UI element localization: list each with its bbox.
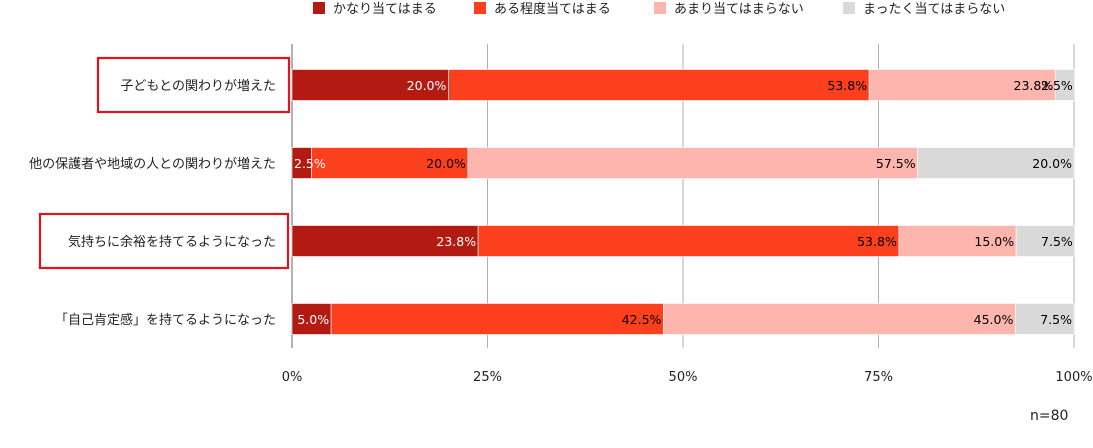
bar-segment xyxy=(291,303,332,335)
bar-segment xyxy=(467,147,918,179)
bar-segment xyxy=(898,225,1017,257)
data-label: 42.5% xyxy=(622,312,662,327)
legend-swatch xyxy=(654,2,666,14)
data-label: 20.0% xyxy=(426,156,466,171)
category-label: 子どもとの関わりが増えた xyxy=(120,79,276,94)
x-tick-label: 100% xyxy=(1055,370,1092,385)
data-label: 23.8% xyxy=(436,234,476,249)
data-label: 53.8% xyxy=(827,78,867,93)
bar-segment xyxy=(291,69,449,101)
data-label: 45.0% xyxy=(974,312,1014,327)
x-tick-label: 25% xyxy=(473,370,502,385)
data-label: 7.5% xyxy=(1041,234,1073,249)
data-label: 15.0% xyxy=(974,234,1014,249)
sample-size-note: n=80 xyxy=(1030,408,1069,424)
bar-segment xyxy=(311,147,469,179)
data-label: 23.8% xyxy=(1014,78,1054,93)
bar-segment xyxy=(330,303,664,335)
legend: かなり当てはまる ある程度当てはまる あまり当てはまらない まったく当てはまらない xyxy=(313,1,1005,17)
legend-label: ある程度当てはまる xyxy=(494,1,611,17)
bar-segment xyxy=(1054,69,1076,101)
data-label: 5.0% xyxy=(297,312,329,327)
data-label: 2.5% xyxy=(294,156,326,171)
bar-segment xyxy=(477,225,900,257)
data-label: 20.0% xyxy=(1032,156,1072,171)
data-label: 53.8% xyxy=(857,234,897,249)
legend-swatch xyxy=(843,2,855,14)
bar-segment xyxy=(448,69,870,101)
legend-label: まったく当てはまらない xyxy=(863,2,1005,17)
highlight-box xyxy=(96,56,291,114)
legend-swatch xyxy=(474,2,486,14)
legend-label: かなり当てはまる xyxy=(333,2,437,17)
category-labels: 子どもとの関わりが増えた他の保護者や地域の人との関わりが増えた気持ちに余裕を持て… xyxy=(29,56,291,328)
bar-segment xyxy=(663,303,1016,335)
bar-segment xyxy=(868,69,1056,101)
highlight-box xyxy=(38,212,290,270)
category-label: 他の保護者や地域の人との関わりが増えた xyxy=(29,156,276,172)
bar-segment xyxy=(1015,225,1076,257)
data-label: 20.0% xyxy=(407,78,447,93)
legend-swatch xyxy=(313,2,325,14)
legend-label: あまり当てはまらない xyxy=(674,2,804,17)
category-label: 気持ちに余裕を持てるようになった xyxy=(68,234,276,250)
data-label: 57.5% xyxy=(876,156,916,171)
bar-segment xyxy=(291,225,479,257)
bar-segment xyxy=(1015,303,1075,335)
x-tick-label: 50% xyxy=(669,370,698,385)
bars xyxy=(291,69,1076,335)
data-label: 2.5% xyxy=(1041,78,1073,93)
x-tick-label: 0% xyxy=(282,370,303,385)
data-label: 7.5% xyxy=(1040,312,1072,327)
category-label: 「自己肯定感」を持てるようになった xyxy=(55,312,276,328)
bar-segment xyxy=(917,147,1075,179)
x-tick-labels: 0% 25% 50% 75% 100% xyxy=(282,370,1093,385)
x-tick-label: 75% xyxy=(864,370,893,385)
data-labels: 20.0% 53.8% 23.8%2.5%2.5% 20.0% 57.5% 20.0%23… xyxy=(294,78,1073,327)
